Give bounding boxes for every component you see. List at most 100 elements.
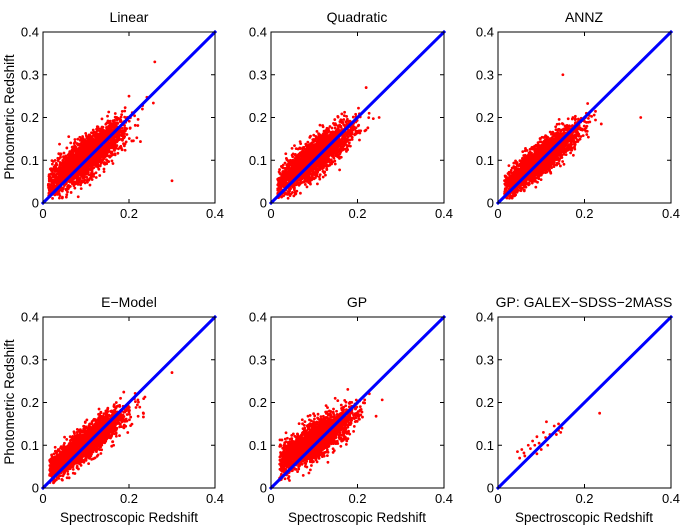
data-point <box>61 170 65 174</box>
data-point <box>76 179 80 182</box>
data-point <box>66 173 69 177</box>
data-point <box>96 125 100 129</box>
data-point <box>333 162 337 166</box>
data-point <box>100 117 104 121</box>
data-point <box>48 167 52 171</box>
data-point <box>88 161 92 165</box>
data-point <box>58 163 62 167</box>
data-point <box>105 159 109 163</box>
data-point <box>117 147 120 151</box>
data-point <box>107 145 111 149</box>
data-point <box>50 178 54 182</box>
data-point <box>73 140 77 144</box>
data-point <box>113 118 116 122</box>
data-point <box>107 110 111 114</box>
data-point <box>80 180 84 184</box>
data-point <box>324 173 327 177</box>
data-point <box>102 155 105 158</box>
data-point <box>64 195 68 199</box>
data-point <box>310 169 314 173</box>
data-point <box>312 133 316 137</box>
data-point <box>50 159 54 162</box>
data-point <box>112 140 116 144</box>
data-point <box>317 138 321 142</box>
data-point <box>136 117 140 121</box>
data-point <box>292 194 296 198</box>
data-point <box>339 120 343 123</box>
data-point <box>112 136 115 139</box>
data-point <box>53 178 57 182</box>
data-point <box>97 141 100 144</box>
data-point <box>91 138 95 141</box>
data-point <box>61 187 65 191</box>
data-point <box>56 192 60 196</box>
data-point <box>53 174 56 178</box>
data-point <box>79 159 83 163</box>
data-point <box>358 138 361 142</box>
data-point <box>56 159 60 163</box>
data-point <box>121 126 124 130</box>
data-point <box>141 107 144 111</box>
data-point <box>125 133 129 136</box>
data-point <box>94 176 98 179</box>
data-point <box>123 106 127 109</box>
data-point <box>354 112 358 116</box>
data-point <box>331 160 335 164</box>
data-point <box>47 184 51 188</box>
data-point <box>99 158 102 162</box>
data-point <box>119 115 123 119</box>
data-point <box>341 146 345 150</box>
data-point <box>280 195 283 199</box>
data-point <box>79 147 83 151</box>
data-point <box>95 134 99 138</box>
data-point <box>282 170 285 174</box>
data-point <box>51 185 55 189</box>
data-point <box>93 156 97 159</box>
data-point <box>286 164 290 168</box>
data-point <box>47 191 51 195</box>
data-point <box>59 155 62 159</box>
subplot-quadratic: Quadratic 0 0.2 0.400.10.20.30.4 <box>249 9 453 221</box>
data-point <box>107 124 111 128</box>
data-point <box>113 152 117 156</box>
data-point <box>58 142 61 146</box>
data-point <box>103 161 107 164</box>
data-point <box>93 144 97 148</box>
data-point <box>70 178 74 182</box>
data-point <box>359 129 363 133</box>
data-point <box>325 168 329 172</box>
data-point <box>277 170 281 174</box>
data-point <box>98 129 102 133</box>
data-point <box>78 135 82 139</box>
data-point <box>347 144 351 147</box>
data-point <box>136 124 140 127</box>
data-point <box>91 128 95 132</box>
data-point <box>321 125 325 129</box>
data-point <box>84 165 88 169</box>
data-point <box>107 150 111 153</box>
data-point <box>318 173 322 177</box>
data-point <box>63 157 67 161</box>
data-point <box>86 178 89 182</box>
data-point <box>55 168 59 172</box>
data-point <box>328 163 332 167</box>
data-point <box>313 165 317 169</box>
data-point <box>288 194 292 197</box>
data-point <box>120 109 124 113</box>
data-point <box>327 133 331 137</box>
data-point <box>114 124 118 128</box>
y-tick-label: 0.3 <box>21 67 39 82</box>
data-point <box>63 175 67 179</box>
data-point <box>286 196 290 200</box>
data-point <box>101 125 105 129</box>
data-point <box>315 140 319 144</box>
data-point <box>278 168 282 171</box>
data-point <box>83 139 87 143</box>
data-point <box>284 170 287 174</box>
data-point <box>114 135 118 139</box>
data-point <box>100 131 104 135</box>
data-point <box>133 114 136 118</box>
data-point <box>127 119 131 123</box>
subplot-title: Linear <box>110 9 149 25</box>
data-point <box>366 126 370 130</box>
